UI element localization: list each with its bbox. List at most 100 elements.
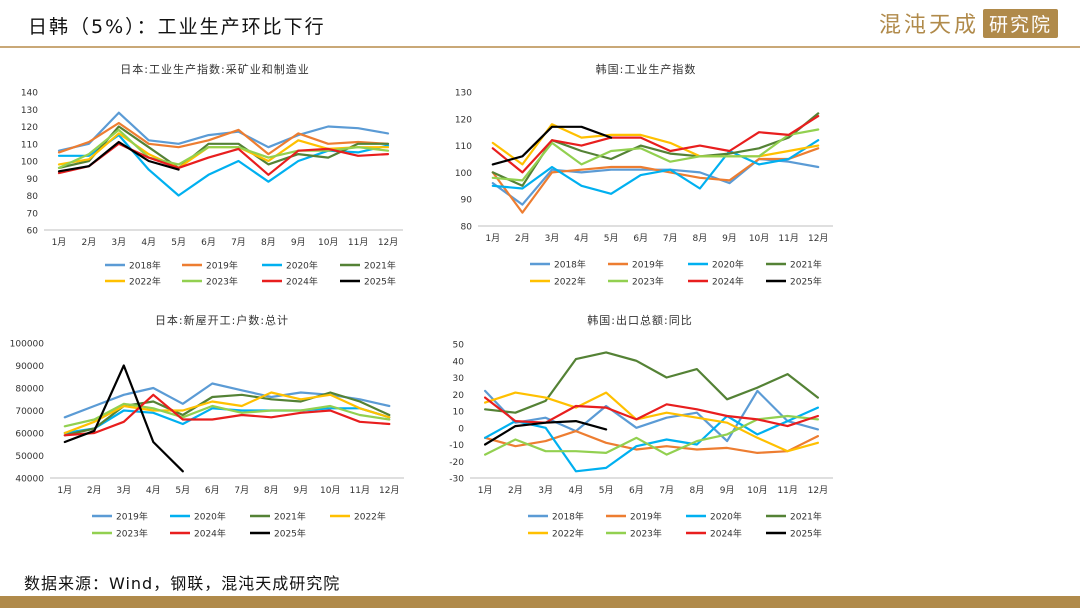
y-tick-label: 90 [27, 175, 39, 185]
y-tick-label: 100000 [10, 340, 45, 350]
y-tick-label: 10 [453, 408, 465, 418]
x-tick-label: 5月 [171, 237, 186, 248]
y-tick-label: 70000 [15, 407, 44, 417]
legend-label: 2023年 [116, 528, 148, 540]
x-tick-label: 8月 [264, 485, 279, 496]
legend-label: 2021年 [790, 259, 822, 271]
x-tick-label: 6月 [633, 233, 648, 244]
x-tick-label: 11月 [348, 237, 368, 248]
series-line-2018年 [491, 157, 820, 206]
chart-title: 韩国:出口总额:同比 [587, 313, 692, 327]
series-line-2023年 [484, 414, 819, 456]
y-tick-label: 80 [461, 223, 473, 233]
series-line-2024年 [57, 142, 390, 176]
series-line-2018年 [484, 389, 819, 443]
y-tick-label: 120 [21, 123, 38, 133]
y-tick-label: -20 [449, 458, 464, 468]
series-line-2018年 [57, 111, 390, 152]
x-tick-label: 2月 [515, 233, 530, 244]
page-title: 日韩（5%）：工业生产环比下行 [28, 16, 326, 38]
x-tick-label: 5月 [604, 233, 619, 244]
series-line-2020年 [491, 139, 820, 195]
x-tick-label: 3月 [116, 485, 131, 496]
y-tick-label: 140 [21, 89, 38, 99]
y-tick-label: 100 [455, 169, 472, 179]
x-tick-label: 11月 [778, 233, 798, 244]
series-line-2022年 [63, 391, 391, 435]
x-tick-label: 9月 [722, 233, 737, 244]
y-tick-label: -30 [449, 475, 464, 485]
x-tick-label: 8月 [261, 237, 276, 248]
legend-label: 2018年 [554, 259, 586, 271]
legend-label: 2019年 [632, 259, 664, 271]
series-line-2025年 [57, 140, 180, 173]
series-line-2021年 [57, 125, 390, 169]
x-tick-label: 9月 [293, 485, 308, 496]
series-line-2019年 [491, 147, 820, 214]
legend-label: 2021年 [364, 260, 396, 272]
x-tick-label: 10月 [320, 485, 340, 496]
y-tick-label: 80 [27, 192, 39, 202]
x-tick-label: 12月 [379, 485, 399, 496]
x-tick-label: 11月 [777, 485, 797, 496]
legend-label: 2020年 [286, 260, 318, 272]
legend-label: 2025年 [790, 528, 822, 540]
x-tick-label: 6月 [201, 237, 216, 248]
legend-label: 2021年 [274, 511, 306, 523]
legend-label: 2022年 [354, 511, 386, 523]
y-tick-label: 40000 [15, 475, 44, 485]
legend-label: 2024年 [286, 276, 318, 288]
y-tick-label: 70 [27, 209, 39, 219]
x-tick-label: 2月 [82, 237, 97, 248]
x-tick-label: 1月 [52, 237, 67, 248]
y-tick-label: 50000 [15, 452, 44, 462]
x-tick-label: 10月 [318, 237, 338, 248]
x-tick-label: 3月 [545, 233, 560, 244]
x-tick-label: 2月 [508, 485, 523, 496]
legend-label: 2023年 [206, 276, 238, 288]
series-line-2022年 [484, 391, 819, 453]
source-note: 数据来源：Wind，钢联，混沌天成研究院 [24, 574, 341, 593]
brand-text: 混沌天成 [878, 13, 979, 38]
x-tick-label: 10月 [749, 233, 769, 244]
y-tick-label: 80000 [15, 385, 44, 395]
x-tick-label: 4月 [141, 237, 156, 248]
x-tick-label: 7月 [659, 485, 674, 496]
y-tick-label: 130 [455, 89, 472, 99]
legend-label: 2020年 [194, 511, 226, 523]
x-tick-label: 2月 [87, 485, 102, 496]
series-line-2025年 [484, 420, 608, 446]
y-tick-label: 20 [453, 391, 465, 401]
y-tick-label: 50 [453, 341, 465, 351]
x-tick-label: 8月 [690, 485, 705, 496]
x-tick-label: 7月 [231, 237, 246, 248]
series-line-2023年 [63, 402, 391, 428]
x-tick-label: 12月 [808, 233, 828, 244]
x-tick-label: 5月 [175, 485, 190, 496]
legend-label: 2022年 [129, 276, 161, 288]
legend-label: 2019年 [630, 511, 662, 523]
x-tick-label: 1月 [57, 485, 72, 496]
legend-label: 2024年 [194, 528, 226, 540]
brand-box: 研究院 [982, 8, 1058, 38]
series-line-2023年 [491, 128, 820, 182]
x-tick-label: 8月 [693, 233, 708, 244]
legend-label: 2019年 [116, 511, 148, 523]
x-tick-label: 7月 [663, 233, 678, 244]
x-tick-label: 5月 [599, 485, 614, 496]
series-line-2024年 [491, 115, 820, 174]
series-line-2025年 [491, 125, 613, 166]
legend-label: 2019年 [206, 260, 238, 272]
legend-label: 2018年 [129, 260, 161, 272]
y-tick-label: 120 [455, 115, 472, 125]
legend-label: 2025年 [364, 276, 396, 288]
y-tick-label: 110 [21, 140, 38, 150]
y-tick-label: 130 [21, 106, 38, 116]
series-line-2019年 [63, 382, 391, 419]
x-tick-label: 12月 [808, 485, 828, 496]
legend-label: 2018年 [552, 511, 584, 523]
x-tick-label: 4月 [146, 485, 161, 496]
y-tick-label: 0 [458, 424, 464, 434]
y-tick-label: 90000 [15, 362, 44, 372]
x-tick-label: 1月 [485, 233, 500, 244]
